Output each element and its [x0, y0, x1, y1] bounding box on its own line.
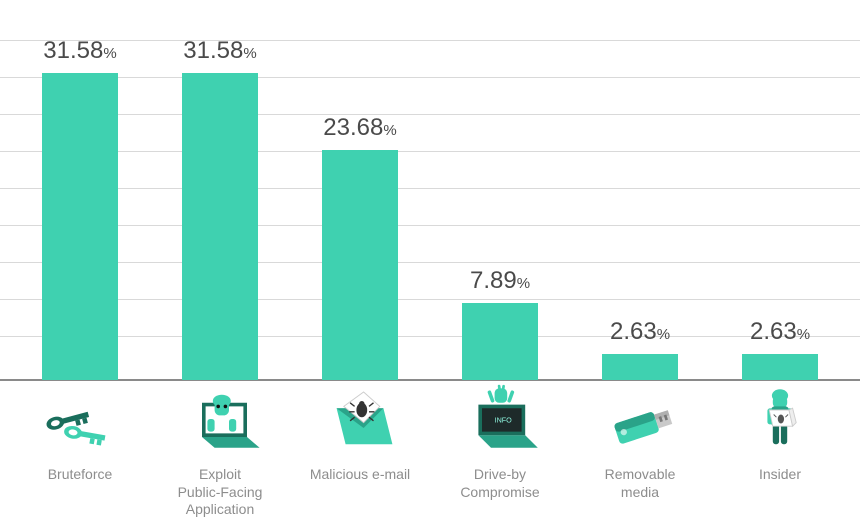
category-label: Bruteforce — [48, 466, 113, 484]
chart-labels: Bruteforce Exploit Public-Facing Applica… — [0, 380, 860, 519]
bar-value-label: 31.58% — [43, 37, 116, 65]
bar-value-label: 2.63% — [750, 318, 810, 346]
bar — [42, 73, 118, 380]
bar-value-label: 23.68% — [323, 114, 396, 142]
bar-value-label: 31.58% — [183, 37, 256, 65]
bar-value-label: 7.89% — [470, 267, 530, 295]
bar — [742, 354, 818, 380]
usb-drive-icon — [585, 380, 695, 458]
category-label-slot: Exploit Public-Facing Application — [155, 380, 285, 519]
category-label-slot: INFO Drive-by Compromise — [435, 380, 565, 519]
bar-slot: 7.89% — [435, 0, 565, 380]
zombie-laptop-icon: INFO — [445, 380, 555, 458]
attack-vector-chart: { "chart": { "type": "bar", "width_px": … — [0, 0, 860, 520]
bar — [462, 303, 538, 380]
category-label: Malicious e-mail — [310, 466, 410, 484]
chart-bars: 31.58% 31.58% 23.68% 7.89% 2.63% 2.63% — [0, 0, 860, 380]
bar-slot: 2.63% — [715, 0, 845, 380]
bar-slot: 31.58% — [15, 0, 145, 380]
bar-slot: 31.58% — [155, 0, 285, 380]
bar — [322, 150, 398, 380]
insider-person-icon — [725, 380, 835, 458]
bar — [602, 354, 678, 380]
category-label-slot: Removable media — [575, 380, 705, 519]
bar — [182, 73, 258, 380]
svg-text:INFO: INFO — [495, 416, 513, 425]
category-label-slot: Malicious e-mail — [295, 380, 425, 519]
bar-value-label: 2.63% — [610, 318, 670, 346]
bar-slot: 2.63% — [575, 0, 705, 380]
bar-slot: 23.68% — [295, 0, 425, 380]
category-label-slot: Insider — [715, 380, 845, 519]
category-label: Drive-by Compromise — [460, 466, 539, 501]
category-label: Exploit Public-Facing Application — [178, 466, 263, 519]
mail-bug-icon — [305, 380, 415, 458]
category-label: Insider — [759, 466, 801, 484]
category-label: Removable media — [605, 466, 676, 501]
keys-icon — [25, 380, 135, 458]
hacker-laptop-icon — [165, 380, 275, 458]
category-label-slot: Bruteforce — [15, 380, 145, 519]
